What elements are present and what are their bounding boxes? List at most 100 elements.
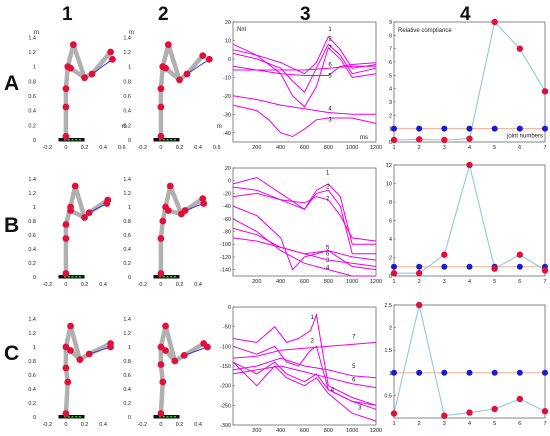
y-tick-label: 1.4	[123, 177, 131, 183]
bone-segment	[72, 183, 87, 220]
y-tick-label: 0.8	[28, 79, 36, 85]
reference-marker	[516, 263, 523, 270]
joint-marker	[162, 322, 169, 330]
row-header-A: A	[4, 72, 19, 95]
y-tick-label: 0.4	[123, 247, 131, 253]
y-tick-label: 1	[33, 205, 36, 211]
joint-marker	[199, 52, 207, 60]
y-tick-label: 1.2	[28, 50, 36, 56]
reference-marker	[491, 369, 498, 376]
x-tick-label: 0.2	[81, 282, 89, 288]
x-tick-label: 0.4	[99, 282, 107, 288]
y-tick-label: -60	[223, 217, 231, 223]
joint-marker	[85, 209, 93, 217]
column-header-4: 4	[460, 4, 471, 25]
y-tick-label: 0.4	[123, 109, 131, 115]
y-tick-label: 1.2	[123, 331, 131, 337]
y-tick-label: -100	[220, 242, 231, 248]
y-tick-label: -140	[220, 268, 231, 274]
y-tick-label: 0	[228, 305, 231, 311]
y-tick-label: 0.6	[28, 233, 36, 239]
y-tick-label: 0	[128, 415, 131, 421]
compliance-marker	[466, 409, 473, 416]
torque-series-line	[232, 176, 376, 245]
series-label: 5	[328, 73, 332, 79]
x-tick-label: 0.2	[81, 422, 89, 428]
skeleton-B-col1: 0 0.2 0.4 0.6 0.8 1 1.2 1.4 -0.2 0 0.2 0.4	[28, 177, 112, 288]
compliance-marker	[390, 136, 398, 144]
foot-marker	[75, 276, 78, 278]
torque-series-line	[232, 357, 377, 379]
x-tick-label: 0.2	[81, 145, 89, 151]
compliance-marker	[466, 161, 473, 169]
y-unit-label: m	[34, 30, 39, 36]
reference-marker	[441, 125, 448, 132]
x-tick-label: 1	[392, 421, 395, 427]
x-tick-label: 1200	[370, 428, 382, 434]
x-tick-label: -0.2	[43, 282, 52, 288]
y-tick-label: 1	[128, 65, 131, 71]
bone-segment	[63, 379, 71, 416]
joint-marker	[76, 356, 84, 363]
x-tick-label: 4	[468, 279, 471, 285]
x-tick-label: 2	[418, 421, 421, 427]
series-label: 4	[328, 107, 332, 113]
joint-marker	[103, 200, 111, 207]
y-tick-label: -120	[220, 255, 231, 261]
y-tick-label: 10	[225, 38, 231, 44]
reference-marker	[416, 369, 423, 376]
y-tick-label: 4	[389, 237, 392, 243]
torque-series-line	[232, 341, 377, 359]
y-tick-label: 0	[228, 57, 231, 63]
y-tick-label: -40	[223, 204, 231, 210]
y-tick-label: 0	[389, 140, 392, 146]
x-tick-label: 0.4	[99, 422, 107, 428]
x-tick-label: 400	[276, 279, 285, 285]
y-tick-label: 0.2	[28, 261, 36, 267]
plot-frame	[393, 304, 546, 419]
y-unit-label: m	[129, 30, 134, 36]
y-tick-label: 0.8	[123, 79, 131, 85]
y-tick-label: 12	[386, 163, 392, 169]
y-tick-label: 0.8	[28, 219, 36, 225]
torque-series-line	[232, 205, 377, 271]
chart-title: Relative compliance	[398, 28, 452, 34]
foot-marker	[78, 139, 81, 141]
joint-marker	[69, 41, 77, 49]
joint-marker	[180, 352, 188, 359]
compliance-marker	[441, 136, 448, 144]
series-label: 6	[328, 62, 332, 68]
row-header-B: B	[4, 214, 19, 237]
joint-marker	[67, 207, 74, 214]
y-tick-label: 1.4	[28, 317, 36, 323]
foot-marker	[162, 416, 165, 418]
joint-marker	[162, 347, 169, 354]
reference-marker	[466, 369, 473, 376]
x-tick-label: 5	[493, 279, 496, 285]
foot-bar	[153, 415, 180, 419]
joint-marker	[157, 361, 165, 368]
x-tick-label: 7	[543, 145, 546, 151]
foot-bar	[153, 138, 180, 142]
reference-marker	[516, 125, 523, 132]
y-tick-label: 1	[128, 345, 131, 351]
x-tick-label: 0.4	[194, 422, 202, 428]
reference-marker	[391, 125, 397, 132]
y-tick-label: 20	[225, 20, 231, 26]
y-tick-label: 2	[389, 326, 392, 332]
foot-marker	[173, 416, 176, 418]
x-tick-label: 0	[159, 422, 162, 428]
series-label: 4	[326, 266, 330, 272]
y-tick-label: 0	[128, 138, 131, 144]
compliance-marker	[516, 395, 524, 403]
x-tick-label: 0	[159, 145, 162, 151]
foot-marker	[166, 416, 169, 418]
reference-marker	[491, 125, 498, 132]
foot-marker	[75, 139, 78, 141]
x-tick-label: 200	[252, 279, 261, 285]
x-tick-label: -0.2	[138, 282, 147, 288]
series-label: 3	[328, 118, 332, 124]
compliance-marker	[516, 45, 524, 52]
x-tick-label: 1200	[370, 279, 382, 285]
foot-marker	[162, 276, 165, 278]
